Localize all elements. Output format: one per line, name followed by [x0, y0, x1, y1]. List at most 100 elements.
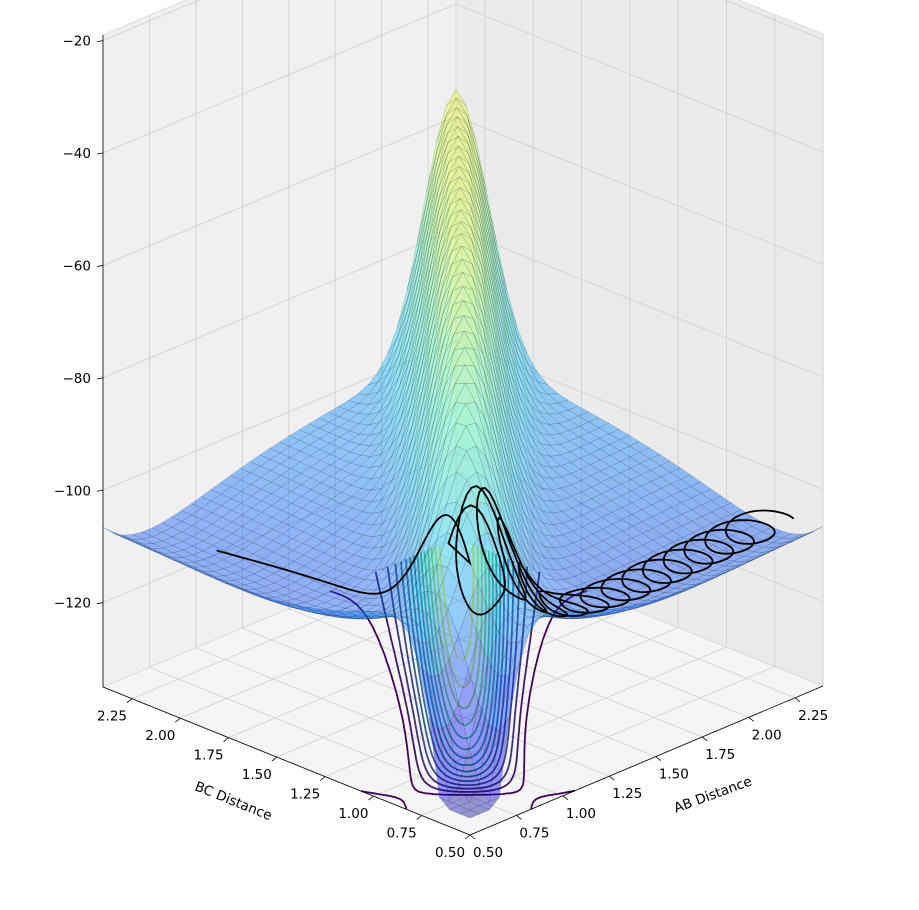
surface-facet — [423, 371, 445, 456]
surface-facet — [455, 425, 477, 452]
surface-facet — [396, 594, 418, 614]
contour-level — [394, 563, 520, 786]
grid-line — [102, 116, 457, 266]
surface-facet — [291, 519, 313, 532]
surface-facet — [471, 251, 492, 327]
surface-facet — [344, 595, 366, 605]
surface-facet — [262, 540, 284, 553]
surface-facet — [452, 271, 474, 292]
surface-facet — [281, 514, 303, 528]
surface-facet — [518, 355, 539, 392]
surface-facet — [289, 450, 311, 463]
surface-facet — [471, 238, 492, 315]
surface-facet — [163, 552, 184, 559]
surface-facet — [685, 580, 706, 592]
surface-facet — [476, 151, 498, 244]
surface-facet — [380, 429, 402, 466]
surface-facet — [551, 488, 573, 501]
surface-facet — [675, 585, 696, 596]
surface-facet — [524, 535, 545, 569]
surface-facet — [293, 554, 315, 567]
surface-facet — [411, 314, 432, 404]
grid-line — [288, 608, 656, 757]
surface-facet — [480, 264, 502, 356]
surface-facet — [451, 245, 473, 265]
surface-facet — [201, 512, 223, 525]
surface-facet — [320, 475, 342, 488]
surface-facet — [407, 210, 428, 300]
surface-facet — [342, 531, 364, 544]
grid-line — [195, 647, 564, 797]
surface-facet — [445, 402, 467, 438]
surface-facet — [409, 270, 430, 360]
surface-facet — [367, 610, 389, 617]
surface-facet — [445, 88, 467, 106]
grid-line — [335, 588, 703, 738]
surface-facet — [573, 561, 595, 573]
surface-facet — [294, 602, 317, 609]
surface-facet — [486, 503, 508, 554]
surface-facet — [572, 526, 594, 539]
surface-facet — [552, 522, 574, 536]
surface-facet — [590, 482, 612, 495]
surface-facet — [475, 402, 496, 464]
surface-facet — [498, 642, 519, 677]
surface-facet — [394, 499, 415, 551]
surface-facet — [220, 486, 242, 499]
surface-facet — [518, 365, 539, 402]
surface-facet — [102, 527, 124, 538]
surface-facet — [421, 288, 443, 380]
surface-facet — [498, 291, 519, 366]
surface-facet — [613, 554, 635, 566]
surface-facet — [461, 258, 483, 302]
surface-facet — [203, 563, 225, 572]
surface-facet — [665, 590, 686, 598]
surface-facet — [357, 391, 379, 405]
surface-facet — [264, 590, 286, 598]
surface-facet — [260, 481, 282, 494]
surface-facet — [450, 209, 472, 228]
surface-facet — [596, 612, 617, 616]
surface-facet — [278, 435, 301, 447]
surface-facet — [260, 493, 282, 506]
surface-facet — [309, 460, 332, 472]
surface-facet — [232, 537, 254, 550]
surface-facet — [521, 440, 542, 477]
surface-facet — [464, 364, 486, 403]
surface-facet — [367, 615, 388, 620]
surface-facet — [344, 603, 367, 611]
surface-facet — [501, 378, 523, 453]
surface-facet — [378, 376, 400, 413]
surface-facet — [320, 487, 342, 500]
surface-facet — [265, 597, 286, 602]
surface-facet — [478, 724, 500, 803]
surface-facet — [642, 528, 664, 541]
surface-facet — [568, 426, 590, 438]
surface-facet — [123, 536, 144, 547]
surface-facet — [362, 534, 384, 549]
surface-facet — [321, 498, 343, 511]
surface-facet — [543, 545, 565, 560]
y-tick-mark — [464, 834, 471, 840]
surface-facet — [636, 599, 657, 609]
surface-facet — [489, 259, 510, 349]
surface-facet — [229, 468, 252, 481]
surface-facet — [243, 582, 266, 590]
surface-facet — [182, 536, 204, 547]
surface-facet — [462, 300, 484, 343]
surface-facet — [579, 453, 601, 465]
x-tick-label: 1.50 — [659, 767, 689, 783]
surface-facet — [674, 583, 695, 590]
surface-facet — [361, 487, 383, 502]
surface-facet — [469, 193, 490, 271]
surface-facet — [454, 364, 476, 385]
surface-facet — [171, 510, 193, 522]
surface-facet — [557, 617, 578, 620]
y-tick-label: 0.50 — [435, 845, 465, 861]
surface-facet — [371, 480, 393, 503]
surface-facet — [640, 481, 662, 494]
surface-facet — [427, 143, 448, 220]
grid-line — [228, 588, 582, 739]
surface-facet — [161, 527, 183, 538]
surface-facet — [302, 524, 324, 537]
